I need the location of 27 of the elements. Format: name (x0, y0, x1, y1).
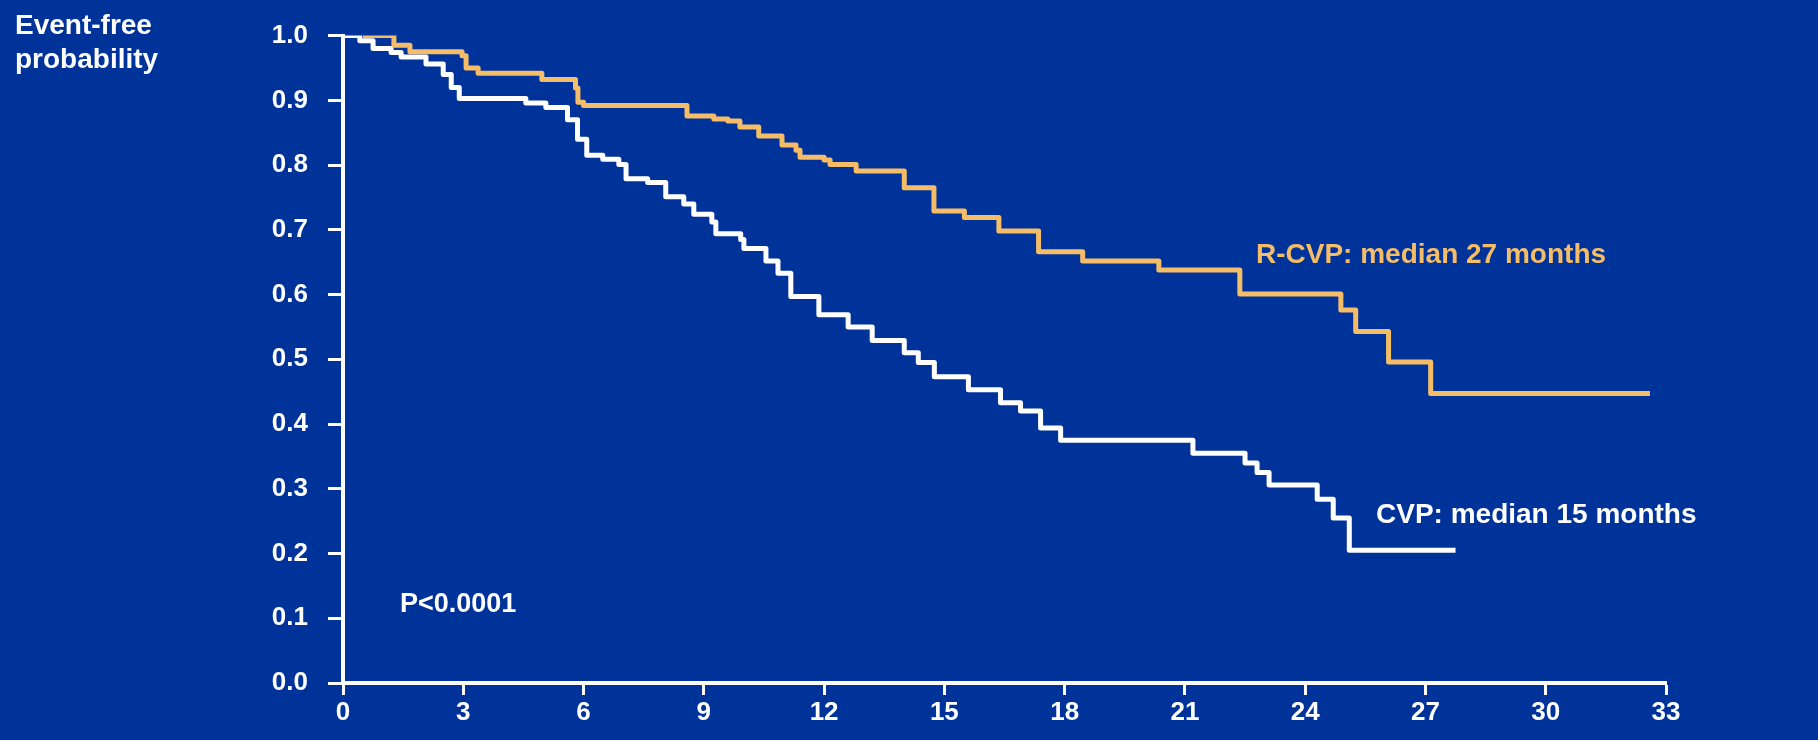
y-tick-label: 0.4 (271, 407, 309, 438)
y-tick-label: 0.9 (271, 83, 308, 114)
x-tick-label: 27 (1410, 695, 1440, 726)
y-tick-label: 0.7 (271, 212, 308, 243)
y-tick-label: 0.6 (271, 277, 308, 308)
x-tick-label: 6 (576, 695, 591, 726)
x-tick-label: 15 (929, 695, 959, 726)
x-tick-label: 33 (1651, 695, 1681, 726)
x-tick-label: 0 (335, 695, 351, 726)
y-tick-label: 0.3 (271, 471, 308, 502)
y-tick-label: 0.5 (271, 342, 308, 373)
annotation: P<0.0001 (400, 588, 517, 619)
x-tick-label: 12 (809, 695, 839, 726)
y-axis-title: Event-free probability (15, 8, 159, 74)
x-tick-label: 24 (1290, 695, 1321, 726)
y-tick-label: 0.2 (271, 536, 308, 567)
x-tick-label: 18 (1050, 695, 1080, 726)
y-tick-label: 1.0 (271, 18, 308, 49)
x-tick-label: 21 (1170, 695, 1200, 726)
series-label: R-CVP: median 27 months (1256, 237, 1607, 269)
y-tick-label: 0.8 (271, 148, 308, 179)
x-tick-label: 9 (696, 695, 712, 726)
y-tick-label: 0.0 (271, 666, 308, 697)
x-tick-label: 3 (456, 695, 471, 726)
x-tick-label: 30 (1531, 695, 1561, 726)
series-label: CVP: median 15 months (1376, 497, 1697, 529)
y-tick-label: 0.1 (271, 601, 308, 632)
